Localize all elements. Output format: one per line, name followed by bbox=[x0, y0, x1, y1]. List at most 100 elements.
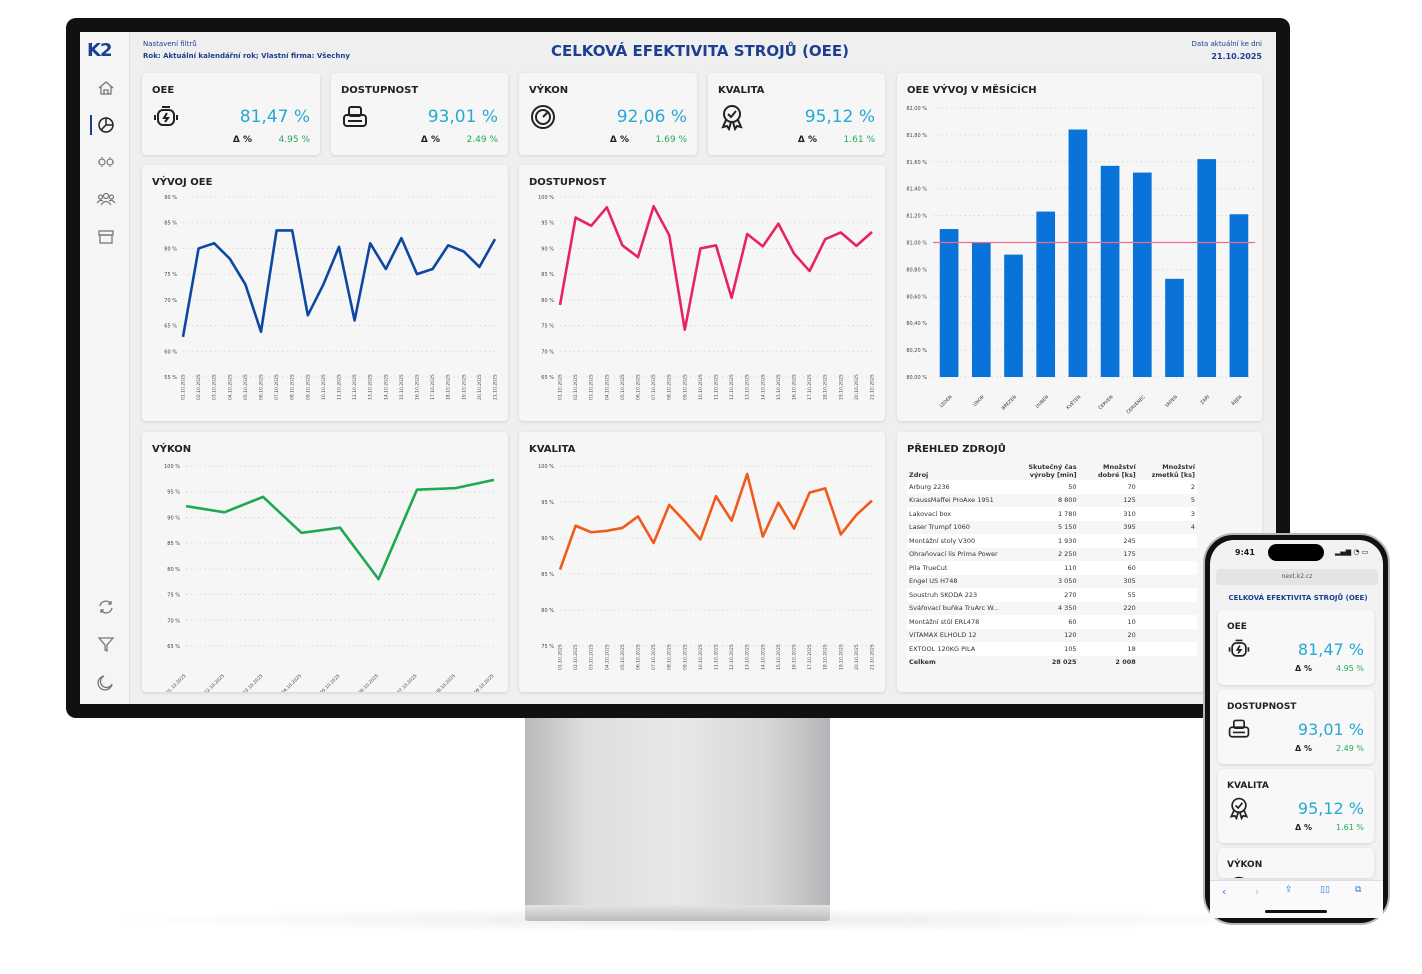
y-tick-label: 81,40 % bbox=[906, 187, 927, 193]
chart-card-kvalita: KVALITA 75 % 80 % 85 % 90 % 95 % 100 % 01.10.2… bbox=[519, 432, 885, 692]
series-line bbox=[181, 229, 497, 338]
refresh-icon[interactable] bbox=[96, 597, 116, 617]
filter-icon[interactable] bbox=[96, 634, 116, 654]
k2-logo[interactable]: K2 bbox=[87, 40, 113, 61]
x-tick-label: 03.10.2025 bbox=[242, 673, 265, 692]
x-tick-label: 19.10.2025 bbox=[838, 374, 844, 400]
y-tick-label: 81,80 % bbox=[906, 133, 927, 139]
table-row[interactable]: Svářovací buňka TruArc W... 4 350 220 bbox=[907, 602, 1197, 616]
sources-card: PŘEHLED ZDROJŮ Zdroj Skutečný čas výroby… bbox=[897, 432, 1262, 692]
kpi-card-oee: OEE 81,47 % Δ % 4.95 % bbox=[142, 73, 320, 155]
table-row[interactable]: Ohraňovací lis Prima Power 2 250 175 bbox=[907, 548, 1197, 562]
column-header[interactable]: Množství zmetků [ks] bbox=[1151, 463, 1195, 479]
home-icon[interactable] bbox=[96, 78, 116, 98]
kpi-delta-value: 4.95 % bbox=[1336, 664, 1364, 673]
table-cell bbox=[1138, 629, 1197, 643]
x-tick-label: 13.10.2025 bbox=[368, 374, 374, 400]
table-row[interactable]: Montážní stůl ERL478 60 10 bbox=[907, 615, 1197, 629]
chart-card-vykon: VÝKON 65 % 70 % 75 % 80 % 85 % 90 % 95 % 100 % 0… bbox=[142, 432, 508, 692]
kpi-delta-value: 1.61 % bbox=[843, 135, 875, 145]
x-tick-label: 21.10.2025 bbox=[870, 374, 876, 400]
total-cell: Celkem bbox=[909, 658, 936, 667]
sidebar bbox=[80, 32, 130, 704]
bar bbox=[1229, 214, 1249, 377]
kpi-delta-value: 1.61 % bbox=[1336, 823, 1364, 832]
table-row[interactable]: Soustruh SKODA 223 270 55 bbox=[907, 588, 1197, 602]
column-header[interactable]: Skutečný čas výroby [min] bbox=[1028, 463, 1077, 479]
table-row[interactable]: EXTOOL 120KG PILA 105 18 bbox=[907, 642, 1197, 656]
x-tick-label: ZÁŘÍ bbox=[1198, 392, 1212, 406]
x-tick-label: 05.10.2025 bbox=[243, 374, 249, 400]
x-tick-label: ČERVENEC bbox=[1125, 393, 1147, 415]
x-tick-label: 07.10.2025 bbox=[274, 374, 280, 400]
x-tick-label: 12.10.2025 bbox=[352, 374, 358, 400]
filter-settings-value[interactable]: Rok: Aktuální kalendářní rok; Vlastní fi… bbox=[143, 52, 350, 60]
table-cell: Arburg 2236 bbox=[907, 480, 1020, 494]
pie-chart-icon[interactable] bbox=[90, 115, 116, 135]
chart-title: DOSTUPNOST bbox=[529, 177, 607, 188]
table-row[interactable]: VITAMAX ELHOLD 12 120 20 bbox=[907, 629, 1197, 643]
table-cell bbox=[1137, 534, 1197, 548]
chart-title: VÝVOJ OEE bbox=[152, 177, 213, 188]
table-cell: 5 150 bbox=[1057, 523, 1077, 532]
x-tick-label: 14.10.2025 bbox=[760, 644, 766, 670]
share-icon[interactable]: ⇪ bbox=[1285, 885, 1293, 895]
total-cell bbox=[1138, 656, 1197, 670]
x-tick-label: 07.10.2025 bbox=[651, 374, 657, 400]
sources-title: PŘEHLED ZDROJŮ bbox=[907, 444, 1006, 455]
table-cell bbox=[1138, 575, 1197, 589]
y-tick-label: 95 % bbox=[167, 490, 180, 496]
data-date-value: 21.10.2025 bbox=[1211, 52, 1262, 61]
table-cell: 3 050 bbox=[1057, 577, 1077, 586]
bar bbox=[1004, 254, 1023, 377]
x-tick-label: 11.10.2025 bbox=[337, 374, 343, 400]
table-row[interactable]: KraussMaffei ProAxe 1951 8 800 125 5 bbox=[907, 494, 1197, 508]
gears-icon[interactable] bbox=[96, 152, 116, 172]
x-tick-label: BŘEZEN bbox=[999, 393, 1018, 412]
users-icon[interactable] bbox=[96, 189, 116, 209]
y-tick-label: 65 % bbox=[164, 324, 177, 330]
y-tick-label: 80 % bbox=[541, 298, 554, 304]
kpi-card-dostupnost: DOSTUPNOST 93,01 % Δ % 2.49 % bbox=[331, 73, 508, 155]
table-row[interactable]: Arburg 2236 50 70 2 bbox=[907, 480, 1197, 494]
phone-time: 9:41 bbox=[1235, 548, 1255, 557]
x-tick-label: 21.10.2025 bbox=[870, 644, 876, 670]
x-tick-label: 19.10.2025 bbox=[461, 374, 467, 400]
x-tick-label: 09.10.2025 bbox=[682, 644, 688, 670]
x-tick-label: 10.10.2025 bbox=[698, 644, 704, 670]
total-cell: 2 008 bbox=[1115, 658, 1136, 667]
table-row[interactable]: Montážní stoly V300 1 930 245 bbox=[907, 534, 1197, 548]
tabs-icon[interactable]: ⧉ bbox=[1355, 885, 1362, 895]
table-row[interactable]: Lakovací box 1 780 310 3 bbox=[907, 507, 1197, 521]
table-cell: 220 bbox=[1123, 604, 1136, 613]
y-tick-label: 81,60 % bbox=[906, 160, 927, 166]
url-text: next.k2.cz bbox=[1281, 573, 1313, 580]
y-tick-label: 90 % bbox=[541, 246, 554, 252]
moon-icon[interactable] bbox=[96, 672, 116, 692]
table-cell: 3 bbox=[1137, 507, 1197, 521]
back-icon[interactable]: ‹ bbox=[1222, 885, 1227, 898]
archive-icon[interactable] bbox=[96, 227, 116, 247]
bar bbox=[1100, 165, 1120, 377]
forward-icon[interactable]: › bbox=[1255, 885, 1260, 898]
bar bbox=[1068, 129, 1088, 377]
table-cell: 60 bbox=[1019, 615, 1079, 629]
column-header[interactable]: Zdroj bbox=[909, 471, 929, 479]
sources-table: Zdroj Skutečný čas výroby [min] Množství… bbox=[907, 462, 1197, 669]
table-cell: 4 350 bbox=[1057, 604, 1077, 613]
x-tick-label: 09.10.2025 bbox=[473, 673, 496, 692]
table-row[interactable]: Pila TrueCut 110 60 bbox=[907, 561, 1197, 575]
kpi-value: 92,06 % bbox=[616, 107, 687, 127]
bookmarks-icon[interactable]: ▯▯ bbox=[1320, 885, 1330, 895]
table-cell bbox=[1137, 588, 1197, 602]
phone-url-bar[interactable]: next.k2.cz bbox=[1216, 569, 1378, 585]
table-row[interactable]: Engel US H748 3 050 305 bbox=[907, 575, 1197, 589]
x-tick-label: 04.10.2025 bbox=[604, 374, 610, 400]
table-row[interactable]: Laser Trumpf 1060 5 150 395 4 bbox=[907, 521, 1197, 535]
table-cell: 310 bbox=[1078, 507, 1138, 521]
kpi-delta-label: Δ % bbox=[1295, 823, 1312, 832]
filter-settings-label[interactable]: Nastavení filtrů bbox=[143, 40, 197, 48]
table-cell: 175 bbox=[1123, 550, 1136, 559]
x-tick-label: 05.10.2025 bbox=[319, 673, 342, 692]
column-header[interactable]: Množství dobré [ks] bbox=[1098, 463, 1136, 479]
